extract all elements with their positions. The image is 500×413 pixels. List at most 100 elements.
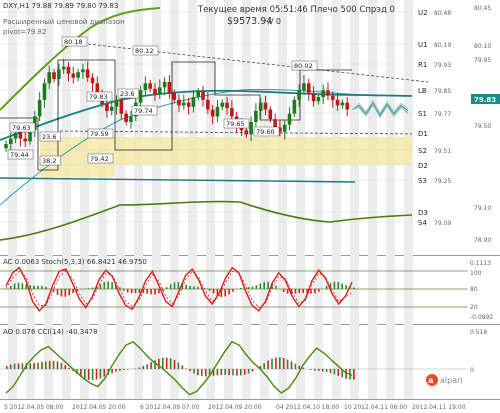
ac-bar [68, 289, 70, 296]
ao-bar [9, 364, 12, 369]
ac-bar [111, 282, 113, 289]
ao-bar [80, 369, 82, 377]
candle-body [321, 90, 325, 98]
candle-body [330, 95, 335, 100]
level-value-u2: 80.48 [434, 10, 451, 17]
candle-body [23, 138, 28, 142]
candle-body [4, 144, 8, 149]
candle-body [273, 119, 277, 128]
ao-bar [68, 367, 70, 369]
ao-bar [294, 363, 297, 369]
ao-bar [84, 369, 86, 379]
candle-body [148, 83, 152, 89]
ac-bar [318, 289, 320, 292]
candle-body [345, 102, 349, 110]
current-price-value: 79.83 [474, 96, 496, 104]
ao-bar [263, 363, 265, 369]
ac-bar [123, 289, 125, 291]
price-axis-label: 78.90 [474, 237, 491, 244]
candle-body [90, 77, 95, 84]
time-axis-label: 04 2012.04.10 18:00 [276, 404, 339, 411]
level-name-lb: LB [418, 87, 427, 95]
candle-body [287, 113, 292, 125]
price-box-label: 23.6 [42, 133, 56, 141]
candle-body [177, 99, 181, 106]
ac-bar [353, 287, 355, 289]
ao-bar [150, 362, 152, 369]
candle-body [71, 73, 76, 78]
yellow-band-right [115, 137, 412, 165]
candle-body [326, 90, 330, 96]
ao-bar [290, 361, 293, 369]
price-box-label: 23.6 [120, 90, 134, 98]
price-pane: 80.18 80.12 79.83 23.6 79.74 80.02 79.63 79.59 7… [0, 0, 500, 255]
balance: $9573.94 [227, 16, 272, 27]
ac-bar [212, 289, 215, 294]
candle-body [81, 69, 85, 73]
level-value-s2: 79.51 [434, 148, 451, 155]
ao-bar [76, 369, 78, 374]
ao-bar [325, 369, 328, 373]
price-box-label: 79.44 [10, 151, 29, 159]
ao-bar [154, 360, 156, 369]
ao-bar [165, 357, 168, 369]
ao-bar [212, 369, 215, 376]
stoch-top-value: 0.1113 [470, 260, 491, 267]
candle-body [28, 130, 32, 142]
price-box [39, 155, 62, 166]
ao-bar [275, 357, 277, 369]
price-box-label: 79.65 [226, 120, 245, 128]
ao-bar [37, 362, 39, 369]
ao-bar [13, 363, 16, 369]
cci-axis-top: 0.518 [470, 329, 487, 336]
candle-body [18, 133, 23, 139]
level-name-r1: R1 [418, 61, 427, 69]
time-axis-label: 6 2012.04.09 07:00 [140, 404, 199, 411]
price-box [291, 60, 318, 71]
ac-bar [162, 289, 164, 291]
ao-bar [279, 357, 281, 369]
price-box-label: 80.02 [294, 62, 313, 70]
ac-bar [232, 289, 234, 292]
candle-body [302, 83, 306, 91]
candle-body [124, 113, 128, 122]
ao-bar [119, 369, 121, 371]
current-price-tag [471, 94, 500, 104]
candle-body [129, 116, 133, 122]
ac-bar [33, 285, 35, 289]
ao-bar [321, 369, 324, 372]
price-box [253, 126, 280, 137]
forecast-path [351, 103, 409, 119]
price-box-label: 79.83 [89, 93, 108, 101]
level-name-d2: D2 [418, 162, 428, 170]
ao-bar [41, 361, 43, 369]
ao-bar [341, 369, 343, 378]
ac-bar [119, 287, 121, 289]
ao-bar [64, 365, 67, 369]
ao-bar [232, 369, 234, 376]
balance-suffix: // 0 [268, 17, 281, 26]
ac-bar [189, 285, 191, 289]
ac-bar [177, 282, 180, 289]
price-box [39, 131, 62, 142]
cci-pane: AO 0.076 CCI(14) -40.3478 0.518 0 a alpa… [0, 324, 500, 399]
time-line: Текущее время 05:51:46 Плечо 500 Спрэд 0 [197, 5, 395, 15]
candle-body [52, 72, 56, 80]
ac-bar [255, 285, 258, 289]
ac-bar [314, 289, 316, 294]
ac-bar [333, 281, 336, 289]
ao-bar [146, 364, 148, 369]
ac-bar [134, 289, 137, 294]
candle-body [335, 99, 340, 106]
price-box [87, 153, 114, 164]
ac-bar [150, 289, 152, 295]
alpari-logo: a alpari [426, 374, 463, 386]
time-axis: 5 2012.04.05 08:00 2012.04.05 20:00 6 2012… [0, 399, 500, 413]
ac-bar [302, 289, 304, 294]
ao-bar [123, 369, 125, 371]
candle-body [138, 90, 143, 103]
candle-body [306, 83, 311, 93]
watermark: alpari [440, 376, 463, 385]
time-axis-label: 5 2012.04.05 08:00 [4, 404, 63, 411]
